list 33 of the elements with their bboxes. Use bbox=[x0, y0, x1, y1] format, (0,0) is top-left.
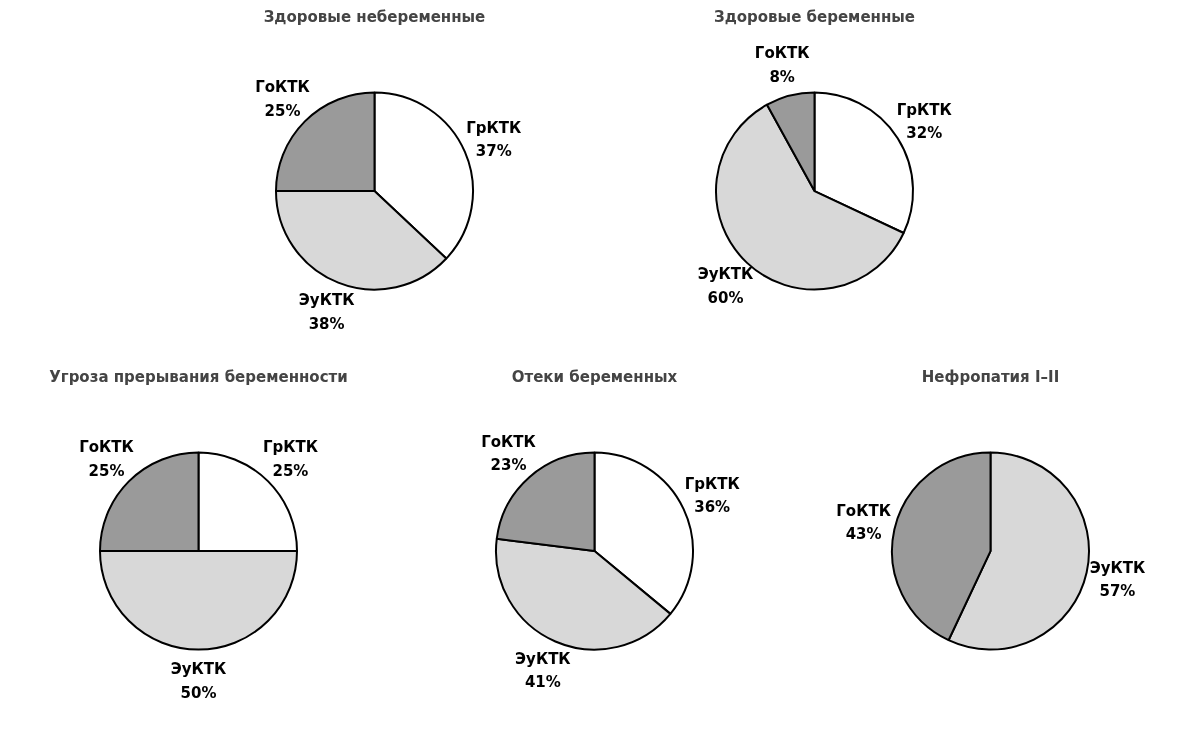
chart-title: Здоровые небеременные bbox=[263, 7, 486, 26]
chart-title: Нефропатия I–II bbox=[921, 367, 1060, 386]
slice-label: ГоКТК bbox=[481, 432, 537, 451]
slice-label: ЭуКТК bbox=[1089, 558, 1146, 577]
slice-label: ЭуКТК bbox=[170, 660, 228, 679]
slice-label: ГоКТК bbox=[79, 438, 135, 457]
data-label: 38% bbox=[308, 314, 345, 333]
slice-label: ГоКТК bbox=[754, 44, 811, 63]
slice-label: ЭуКТК bbox=[515, 649, 572, 668]
data-label: 37% bbox=[475, 142, 512, 161]
data-label: 43% bbox=[845, 525, 882, 544]
data-label: 25% bbox=[88, 461, 125, 480]
data-label: 32% bbox=[906, 124, 943, 143]
data-label: 57% bbox=[1099, 582, 1136, 601]
slice-label: ЭуКТК bbox=[298, 291, 356, 310]
slice-label: ГоКТК bbox=[255, 78, 311, 97]
data-label: 50% bbox=[180, 683, 217, 702]
data-label: 36% bbox=[694, 498, 731, 517]
chart-title: Здоровые беременные bbox=[713, 7, 916, 26]
data-label: 23% bbox=[490, 456, 527, 475]
slice-label: ГоКТК bbox=[836, 502, 892, 520]
slice-label: ГрКТК bbox=[896, 100, 953, 119]
chart-title: Отеки беременных bbox=[511, 367, 678, 386]
chart-title: Угроза прерывания беременности bbox=[49, 367, 348, 386]
slice-label: ГрКТК bbox=[262, 438, 319, 457]
data-label: 60% bbox=[707, 288, 744, 307]
slice-label: ЭуКТК bbox=[697, 265, 754, 284]
data-label: 8% bbox=[769, 67, 795, 86]
data-label: 25% bbox=[272, 461, 309, 480]
slice-label: ГрКТК bbox=[684, 475, 741, 493]
data-label: 41% bbox=[524, 673, 561, 692]
data-label: 25% bbox=[264, 101, 301, 120]
slice-label: ГрКТК bbox=[466, 118, 523, 137]
